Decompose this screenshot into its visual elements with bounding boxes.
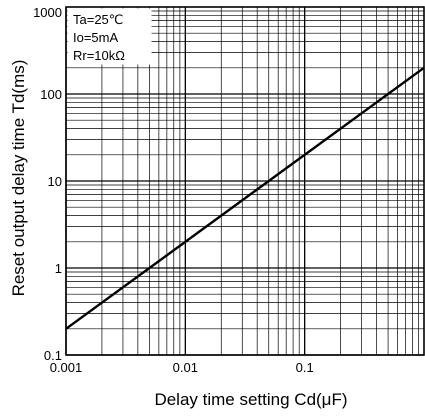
conditions-box-background — [67, 8, 152, 65]
y-tick-label-1: 1 — [55, 261, 62, 276]
annotation-resistor: Rr=10kΩ — [73, 48, 125, 63]
y-tick-label-10: 10 — [48, 174, 62, 189]
plot-frame — [65, 6, 425, 356]
y-tick-label-0.1: 0.1 — [44, 348, 62, 363]
annotation-output-current: Io=5mA — [73, 30, 118, 45]
conditions-box: Ta=25℃ Io=5mA Rr=10kΩ — [67, 8, 152, 65]
series-layer — [65, 66, 425, 330]
series-line-0 — [65, 66, 425, 330]
annotation-temperature: Ta=25℃ — [73, 12, 123, 27]
x-tick-label-0.001: 0.001 — [50, 360, 83, 375]
y-tick-label-1000: 1000 — [33, 5, 62, 20]
x-tick-label-0.01: 0.01 — [173, 360, 198, 375]
x-tick-label-0.1: 0.1 — [296, 360, 314, 375]
x-axis-title: Delay time setting Cd(μF) — [154, 390, 347, 409]
y-tick-label-100: 100 — [40, 87, 62, 102]
y-axis-title: Reset output delay time Td(ms) — [9, 60, 28, 297]
